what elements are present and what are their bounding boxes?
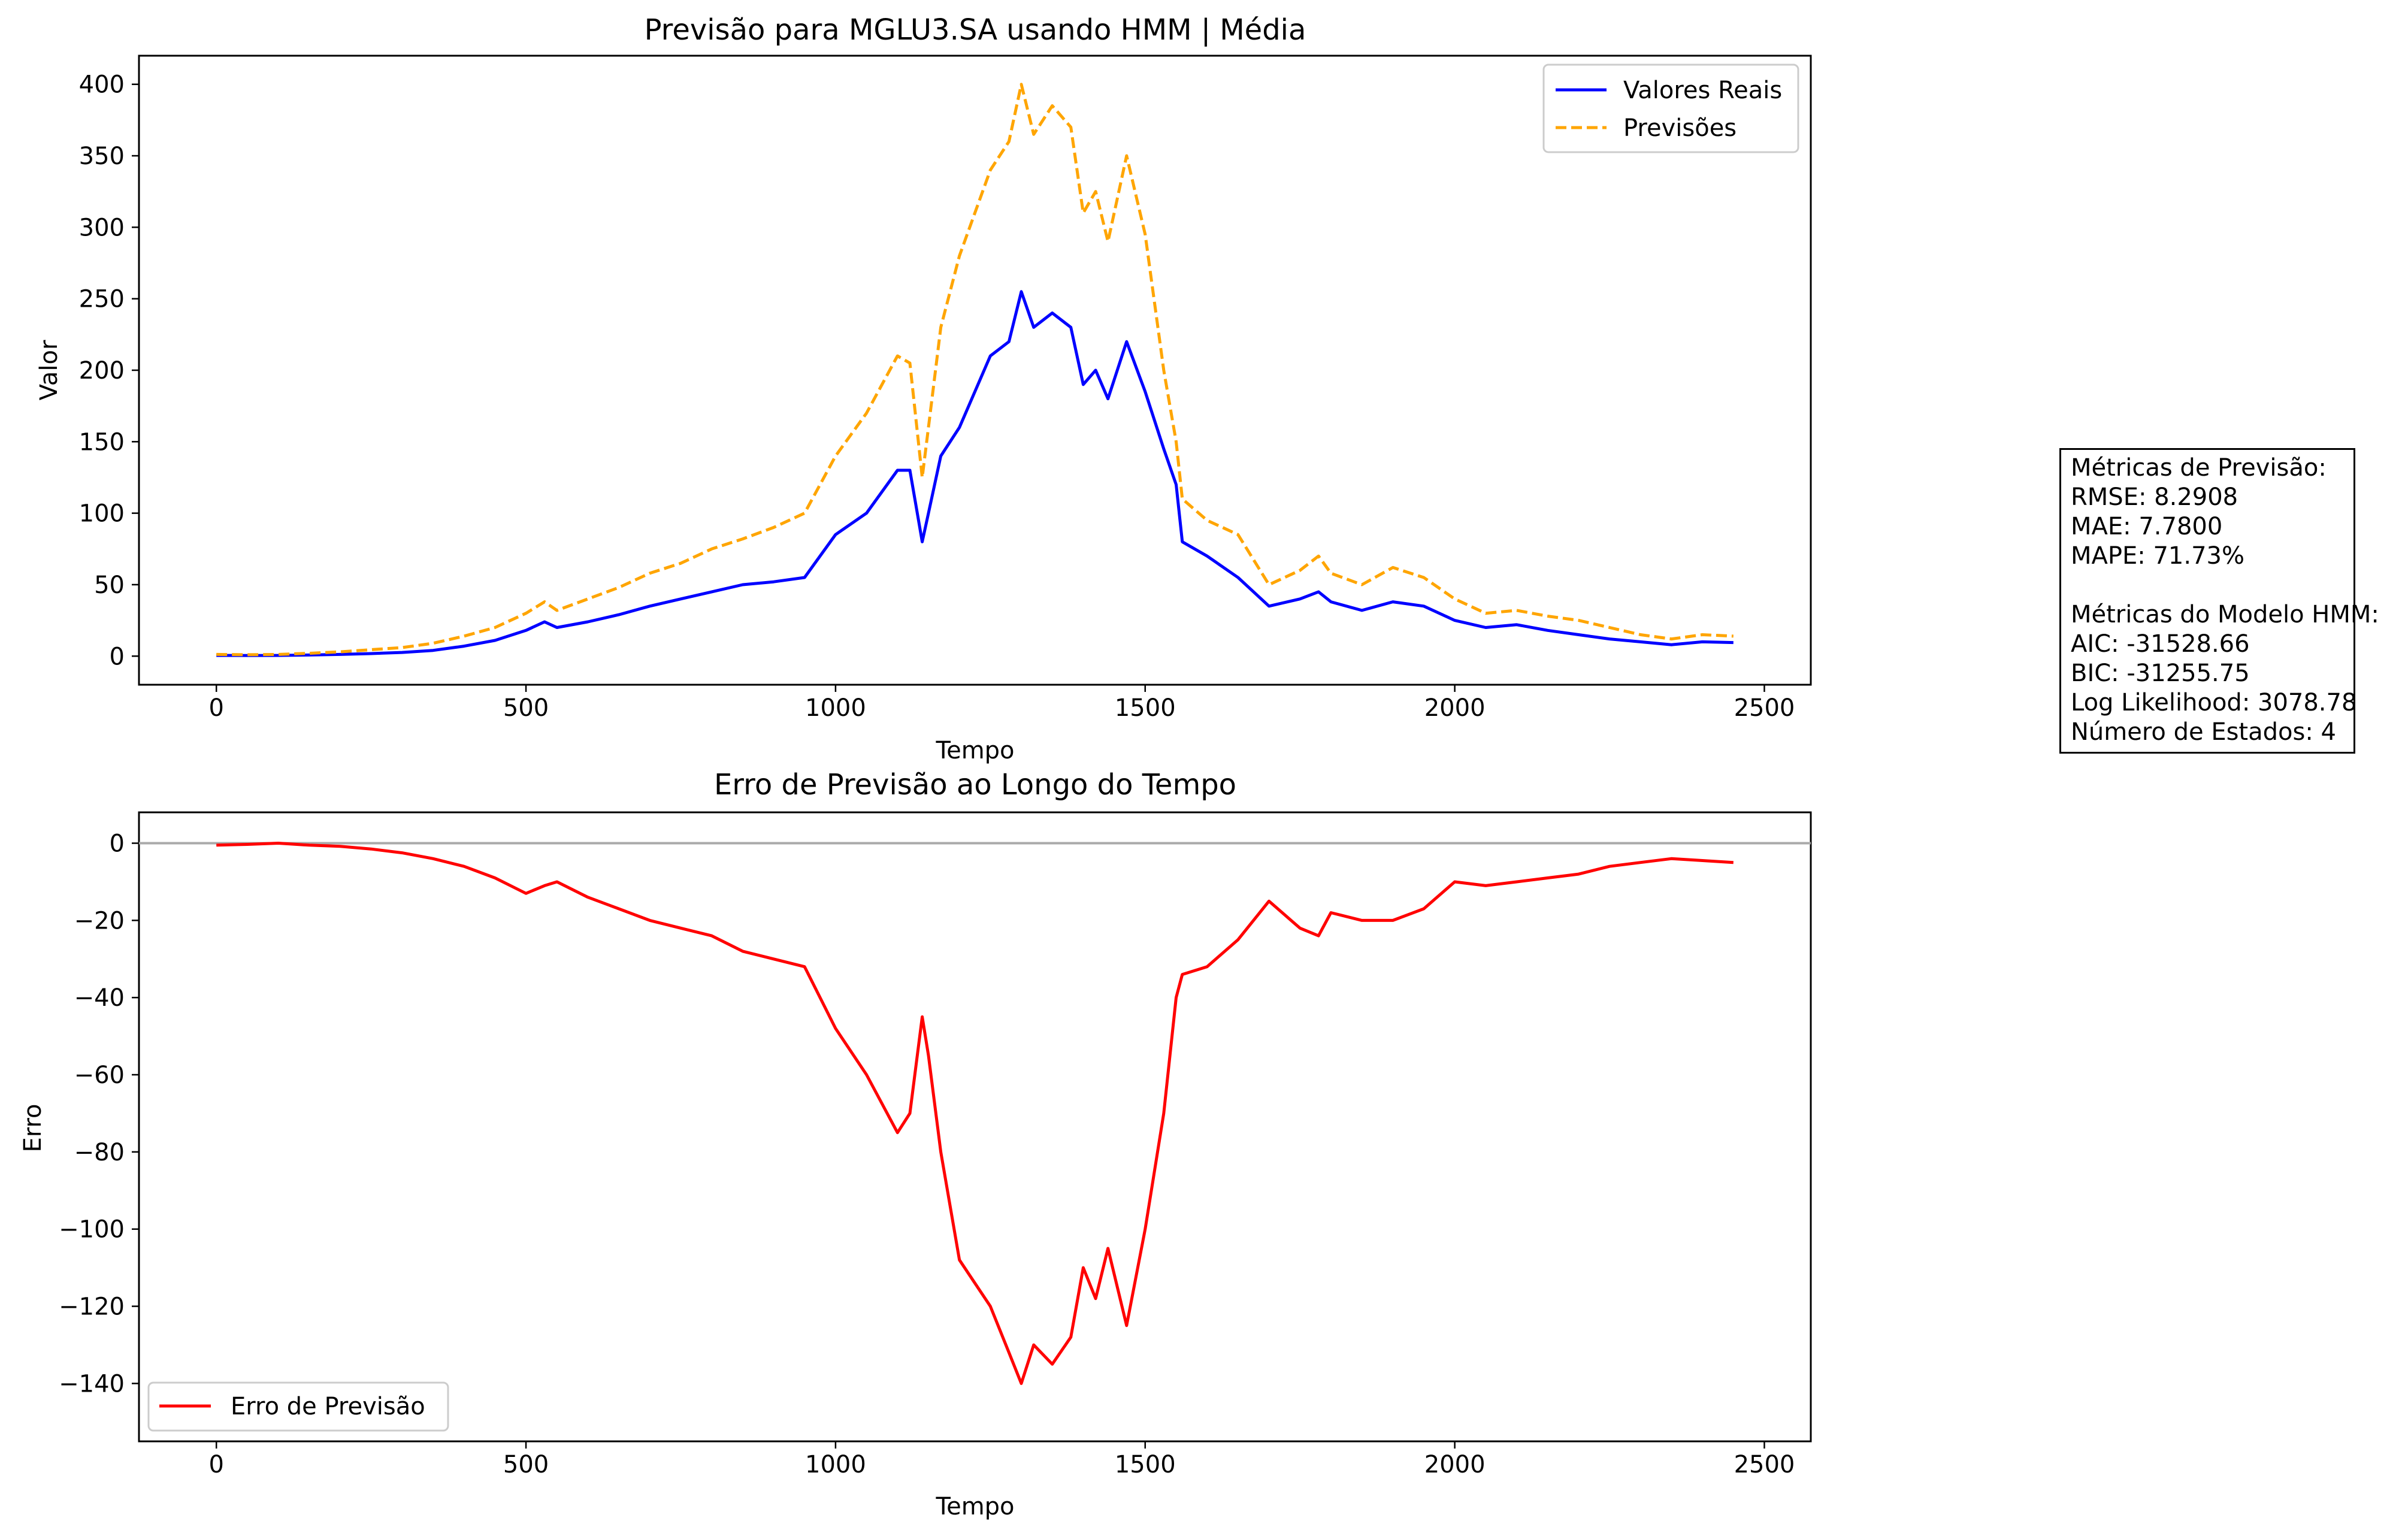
y-tick-label: −80 — [74, 1139, 125, 1166]
legend-label-previsoes: Previsões — [1623, 114, 1737, 142]
metric-bic: BIC: -31255.75 — [2071, 660, 2250, 687]
x-tick-label: 2000 — [1424, 1451, 1486, 1478]
y-tick-label: 300 — [79, 214, 125, 241]
series-lines — [139, 842, 1811, 1385]
x-tick-label: 0 — [208, 694, 223, 722]
x-tick-label: 1500 — [1115, 1451, 1176, 1478]
x-tick-label: 500 — [503, 1451, 549, 1478]
legend: Erro de Previsão — [147, 1381, 449, 1432]
legend-frame — [1542, 64, 1799, 153]
axis-ticks: 0 500 1000 1500 2000 2500 0 50 100 150 200 250 300 35… — [79, 71, 1795, 722]
y-tick-label: −20 — [74, 907, 125, 935]
metric-rmse: RMSE: 8.2908 — [2071, 483, 2238, 511]
x-tick-label: 2500 — [1734, 694, 1795, 722]
hmm-metrics-title: Métricas do Modelo HMM: — [2071, 601, 2379, 628]
x-tick-label: 1000 — [805, 694, 866, 722]
y-tick-label: 100 — [79, 500, 125, 528]
metric-mape: MAPE: 71.73% — [2071, 542, 2244, 570]
x-tick-label: 0 — [208, 1451, 223, 1478]
axis-ticks: 0 500 1000 1500 2000 2500 0 −20 −40 −60 −80 −100 −12… — [59, 830, 1795, 1478]
series-lines — [216, 83, 1734, 657]
x-tick-label: 2500 — [1734, 1451, 1795, 1478]
chart-title: Erro de Previsão ao Longo do Tempo — [714, 768, 1236, 802]
x-tick-label: 500 — [503, 694, 549, 722]
x-tick-label: 1000 — [805, 1451, 866, 1478]
y-axis-label: Valor — [35, 340, 63, 400]
error-chart: Erro de Previsão ao Longo do Tempo 0 500 1… — [19, 768, 1812, 1520]
y-tick-label: 50 — [94, 572, 125, 599]
metric-log-likelihood: Log Likelihood: 3078.78 — [2071, 689, 2357, 716]
y-tick-label: 200 — [79, 357, 125, 385]
legend-label-valores-reais: Valores Reais — [1623, 77, 1782, 104]
y-tick-label: 0 — [110, 643, 125, 670]
x-axis-label: Tempo — [935, 737, 1014, 764]
y-tick-label: 150 — [79, 428, 125, 456]
y-tick-label: −120 — [59, 1293, 125, 1321]
metrics-title: Métricas de Previsão: — [2071, 454, 2327, 482]
metric-mae: MAE: 7.7800 — [2071, 513, 2223, 540]
legend: Valores Reais Previsões — [1542, 64, 1799, 153]
plot-area — [138, 811, 1812, 1443]
forecast-chart: Previsão para MGLU3.SA usando HMM | Médi… — [35, 13, 1812, 764]
y-tick-label: 250 — [79, 286, 125, 313]
chart-title: Previsão para MGLU3.SA usando HMM | Médi… — [645, 13, 1306, 47]
series-line-valores-reais — [216, 290, 1734, 657]
series-line-erro-de-previsao — [216, 842, 1734, 1385]
metric-num-states: Número de Estados: 4 — [2071, 718, 2336, 746]
y-tick-label: −100 — [59, 1216, 125, 1244]
y-tick-label: 350 — [79, 143, 125, 170]
x-tick-label: 1500 — [1115, 694, 1176, 722]
y-tick-label: 400 — [79, 71, 125, 99]
y-axis-label: Erro — [19, 1103, 47, 1152]
metric-aic: AIC: -31528.66 — [2071, 630, 2250, 658]
y-tick-label: −60 — [74, 1062, 125, 1089]
legend-label-erro: Erro de Previsão — [231, 1393, 425, 1420]
metrics-spacer — [2071, 571, 2353, 600]
y-tick-label: −40 — [74, 984, 125, 1012]
metrics-box: Métricas de Previsão: RMSE: 8.2908 MAE: … — [2059, 448, 2379, 754]
legend-frame — [147, 1381, 449, 1432]
y-tick-label: −140 — [59, 1370, 125, 1398]
x-tick-label: 2000 — [1424, 694, 1486, 722]
x-axis-label: Tempo — [935, 1493, 1014, 1520]
series-line-previsoes — [216, 83, 1734, 657]
y-tick-label: 0 — [110, 830, 125, 858]
